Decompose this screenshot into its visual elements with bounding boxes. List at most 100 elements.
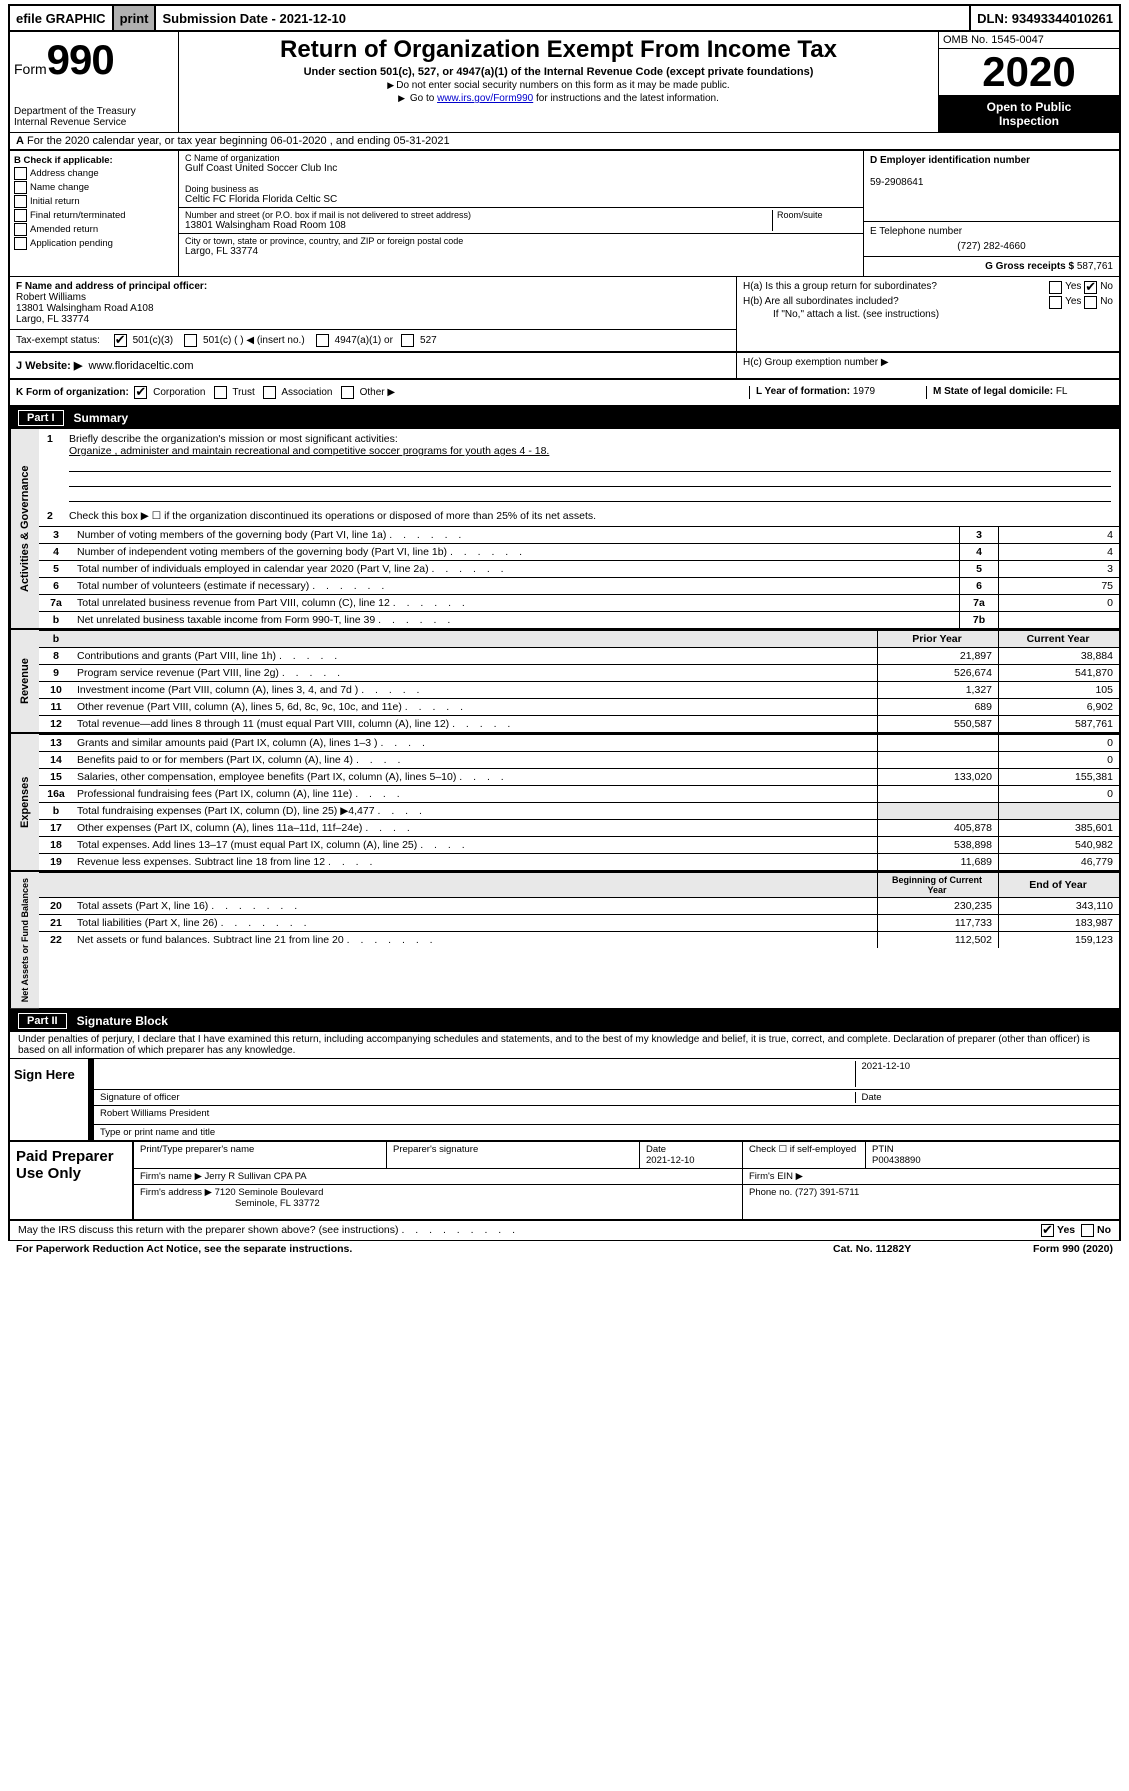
mission-text: Organize , administer and maintain recre…	[69, 445, 549, 457]
sig-officer-label: Signature of officer	[100, 1092, 855, 1103]
tax-exempt-label: Tax-exempt status:	[16, 335, 111, 346]
website-row: J Website: ▶ www.floridaceltic.com	[10, 353, 737, 378]
check-applicable-block: B Check if applicable: Address change Na…	[10, 151, 179, 276]
cb-final-return[interactable]: Final return/terminated	[14, 209, 174, 222]
form-id-block: Form990 Department of the Treasury Inter…	[10, 32, 179, 132]
page-footer: For Paperwork Reduction Act Notice, see …	[8, 1241, 1121, 1257]
state-domicile: FL	[1056, 386, 1068, 397]
part1-num: Part I	[18, 410, 64, 426]
cat-no: Cat. No. 11282Y	[833, 1243, 1033, 1255]
hb-note: If "No," attach a list. (see instruction…	[773, 309, 1113, 320]
city-label: City or town, state or province, country…	[185, 236, 857, 246]
hc-label: H(c) Group exemption number ▶	[737, 353, 1119, 378]
dln-number: DLN: 93493344010261	[971, 6, 1119, 30]
part1-header: Part I Summary	[8, 407, 1121, 429]
phone-value: (727) 282-4660	[870, 241, 1113, 252]
officer-typed-name: Robert Williams President	[100, 1108, 1113, 1122]
mission-block: 1 Briefly describe the organization's mi…	[39, 429, 1119, 506]
perjury-text: Under penalties of perjury, I declare th…	[8, 1032, 1121, 1059]
cb-4947[interactable]	[316, 334, 329, 347]
form-number: 990	[47, 36, 114, 83]
line2-block: 2 Check this box ▶ ☐ if the organization…	[39, 506, 1119, 526]
dba-label: Doing business as	[185, 184, 857, 194]
cb-corp[interactable]	[134, 386, 147, 399]
goto-note: Go to www.irs.gov/Form990 for instructio…	[187, 93, 930, 104]
sig-date: 2021-12-10	[855, 1061, 1114, 1087]
year-block: OMB No. 1545-0047 2020 Open to PublicIns…	[938, 32, 1119, 132]
prep-sig-label: Preparer's signature	[387, 1142, 640, 1169]
box-l-label: L Year of formation:	[756, 386, 850, 397]
gross-receipts-label: G Gross receipts $	[985, 261, 1074, 272]
cb-527[interactable]	[401, 334, 414, 347]
paid-prep-label: Paid Preparer Use Only	[10, 1142, 134, 1219]
ptin-value: P00438890	[872, 1155, 921, 1166]
date-label: Date	[855, 1092, 1114, 1103]
part2-header: Part II Signature Block	[8, 1010, 1121, 1032]
ha-label: H(a) Is this a group return for subordin…	[743, 281, 1049, 294]
hb-label: H(b) Are all subordinates included?	[743, 296, 1049, 309]
cb-amended-return[interactable]: Amended return	[14, 223, 174, 236]
firm-name: Jerry R Sullivan CPA PA	[205, 1171, 307, 1182]
box-b-label: B Check if applicable:	[14, 155, 113, 166]
type-name-label: Type or print name and title	[100, 1127, 1113, 1138]
prep-date: 2021-12-10	[646, 1155, 695, 1166]
cb-trust[interactable]	[214, 386, 227, 399]
firm-phone: (727) 391-5711	[795, 1187, 859, 1198]
side-governance: Activities & Governance	[10, 429, 39, 628]
part2-num: Part II	[18, 1013, 67, 1029]
sign-here-label: Sign Here	[10, 1059, 90, 1140]
revenue-table: bPrior YearCurrent Year8Contributions an…	[39, 630, 1119, 732]
ein-value: 59-2908641	[870, 177, 923, 188]
tax-year: 2020	[939, 49, 1119, 96]
paperwork-notice: For Paperwork Reduction Act Notice, see …	[16, 1243, 833, 1255]
cb-other[interactable]	[341, 386, 354, 399]
side-revenue: Revenue	[10, 630, 39, 732]
part1-title: Summary	[74, 411, 129, 425]
line2-text: Check this box ▶ ☐ if the organization d…	[69, 510, 596, 522]
print-button[interactable]: print	[114, 6, 157, 30]
irs-link[interactable]: www.irs.gov/Form990	[437, 93, 533, 104]
firm-addr-label: Firm's address ▶	[140, 1187, 212, 1198]
box-f-label: F Name and address of principal officer:	[16, 281, 207, 292]
form-subtitle: Under section 501(c), 527, or 4947(a)(1)…	[187, 66, 930, 78]
dept-treasury: Department of the Treasury	[14, 106, 174, 117]
cb-hb-no[interactable]	[1084, 296, 1097, 309]
cb-name-change[interactable]: Name change	[14, 181, 174, 194]
submission-date: Submission Date - 2021-12-10	[156, 6, 971, 30]
firm-phone-label: Phone no.	[749, 1187, 792, 1198]
addr-value: 13801 Walsingham Road Room 108	[185, 220, 772, 231]
box-m-label: M State of legal domicile:	[933, 386, 1053, 397]
cb-initial-return[interactable]: Initial return	[14, 195, 174, 208]
tax-year-range: A For the 2020 calendar year, or tax yea…	[8, 132, 1121, 151]
cb-ha-yes[interactable]	[1049, 281, 1062, 294]
city-value: Largo, FL 33774	[185, 246, 857, 257]
cb-discuss-yes[interactable]	[1041, 1224, 1054, 1237]
cb-assoc[interactable]	[263, 386, 276, 399]
group-return-block: H(a) Is this a group return for subordin…	[737, 277, 1119, 351]
cb-501c3[interactable]	[114, 334, 127, 347]
principal-officer-block: F Name and address of principal officer:…	[10, 277, 737, 351]
cb-hb-yes[interactable]	[1049, 296, 1062, 309]
cb-501c[interactable]	[184, 334, 197, 347]
dba-value: Celtic FC Florida Florida Celtic SC	[185, 194, 857, 205]
side-net-assets: Net Assets or Fund Balances	[10, 872, 39, 1008]
ssn-note: Do not enter social security numbers on …	[187, 80, 930, 91]
cb-application-pending[interactable]: Application pending	[14, 237, 174, 250]
cb-ha-no[interactable]	[1084, 281, 1097, 294]
gross-receipts-value: 587,761	[1077, 261, 1113, 272]
top-toolbar: efile GRAPHIC print Submission Date - 20…	[8, 4, 1121, 32]
paid-preparer-block: Paid Preparer Use Only Print/Type prepar…	[8, 1142, 1121, 1221]
form-title: Return of Organization Exempt From Incom…	[187, 36, 930, 64]
discuss-text: May the IRS discuss this return with the…	[18, 1224, 399, 1236]
open-public-badge: Open to PublicInspection	[939, 96, 1119, 132]
expenses-table: 13Grants and similar amounts paid (Part …	[39, 734, 1119, 870]
addr-label: Number and street (or P.O. box if mail i…	[185, 210, 772, 220]
officer-addr1: 13801 Walsingham Road A108	[16, 303, 154, 314]
klm-row: K Form of organization: Corporation Trus…	[8, 380, 1121, 407]
year-formation: 1979	[853, 386, 875, 397]
cb-discuss-no[interactable]	[1081, 1224, 1094, 1237]
cb-address-change[interactable]: Address change	[14, 167, 174, 180]
form-label: Form	[14, 61, 47, 77]
efile-label: efile GRAPHIC	[10, 6, 114, 30]
part2-title: Signature Block	[77, 1014, 168, 1028]
